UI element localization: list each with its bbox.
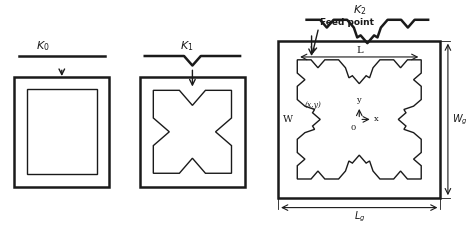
Text: $K_2$: $K_2$ — [353, 3, 366, 17]
Text: 0: 0 — [351, 124, 356, 132]
Text: (x,y): (x,y) — [305, 101, 322, 109]
Text: x: x — [374, 115, 378, 123]
Bar — [14, 77, 109, 187]
Text: L: L — [356, 46, 363, 55]
Text: $L_g$: $L_g$ — [354, 209, 365, 224]
Text: y: y — [356, 96, 361, 104]
Bar — [278, 41, 440, 198]
Text: Feed point: Feed point — [320, 18, 374, 27]
Bar — [27, 89, 97, 174]
Text: W: W — [283, 115, 293, 124]
Text: $K_1$: $K_1$ — [180, 39, 193, 53]
Bar — [140, 77, 245, 187]
Text: $W_g$: $W_g$ — [452, 112, 467, 127]
Text: $K_0$: $K_0$ — [36, 39, 50, 53]
